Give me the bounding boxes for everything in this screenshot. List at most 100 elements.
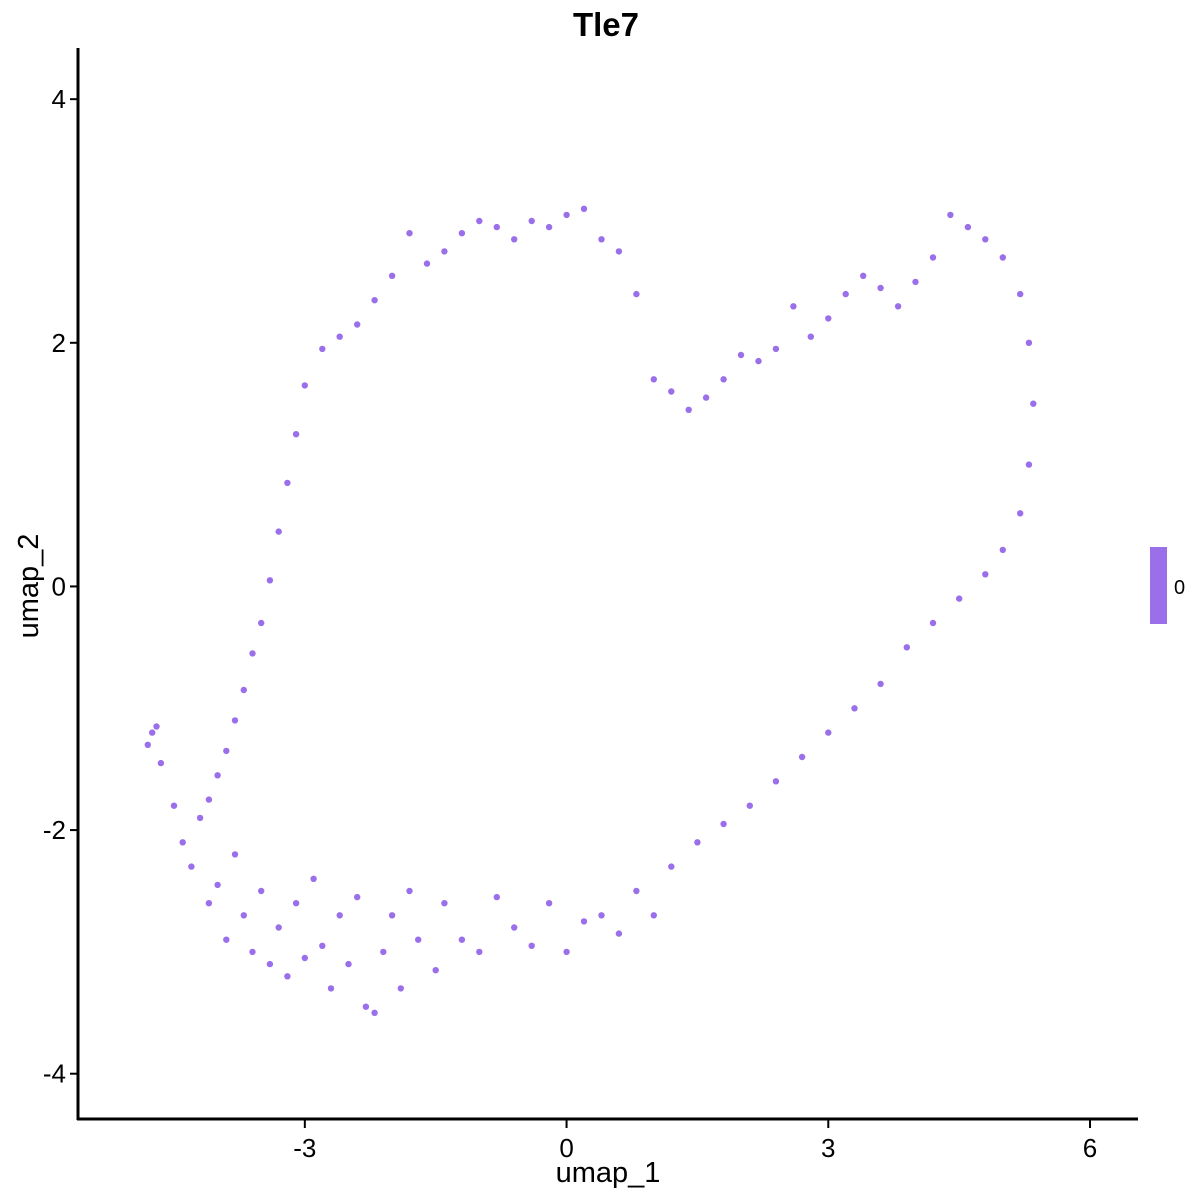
cell-point: [476, 217, 483, 225]
cell-point: [406, 230, 413, 237]
cell-point: [157, 759, 165, 767]
cell-point: [598, 912, 605, 919]
cell-point: [720, 376, 727, 383]
cell-point: [511, 924, 518, 931]
cell-point: [615, 930, 623, 937]
cell-point: [301, 382, 308, 389]
cell-point: [258, 887, 265, 895]
cell-point: [240, 686, 247, 694]
cell-point: [388, 272, 396, 279]
cell-point: [493, 223, 500, 231]
cell-point: [310, 875, 317, 882]
cell-point: [860, 272, 867, 279]
cell-point: [205, 900, 213, 907]
cell-point: [284, 973, 291, 980]
cell-point: [179, 839, 186, 846]
y-axis-label: umap_2: [13, 534, 45, 639]
cell-point: [633, 887, 640, 895]
x-tick-label: -3: [293, 1133, 316, 1163]
cell-point: [825, 315, 832, 322]
cell-point: [275, 924, 282, 931]
cell-point: [563, 211, 570, 219]
cell-point: [153, 723, 160, 730]
y-tick-label: -4: [43, 1059, 66, 1089]
cell-point: [301, 954, 308, 962]
cell-point: [650, 912, 657, 919]
cell-point: [196, 814, 204, 822]
cell-point: [249, 948, 256, 956]
cell-point: [580, 205, 588, 212]
cell-point: [528, 217, 535, 225]
cell-point: [545, 223, 553, 231]
cell-point: [319, 942, 326, 949]
cell-point: [668, 388, 675, 395]
cell-point: [292, 431, 300, 438]
cell-point: [397, 985, 404, 992]
cell-point: [877, 680, 884, 688]
cell-point: [223, 747, 230, 755]
cell-point: [694, 839, 701, 846]
cell-point: [851, 705, 858, 712]
cell-point: [231, 717, 239, 724]
cell-point: [1017, 510, 1024, 517]
cell-point: [354, 893, 361, 901]
cell-point: [319, 345, 326, 353]
cell-point: [798, 753, 806, 761]
x-tick-label: 6: [1083, 1133, 1097, 1163]
y-tick-label: -2: [43, 815, 66, 845]
cell-point: [214, 772, 221, 779]
cell-point: [615, 248, 623, 255]
cell-point: [258, 619, 265, 627]
cell-point: [170, 802, 178, 809]
legend-color-swatch: [1150, 547, 1167, 624]
cell-point: [772, 778, 780, 785]
cell-point: [1025, 461, 1033, 468]
cell-point: [336, 333, 343, 340]
cell-point: [476, 948, 483, 956]
cell-point: [999, 546, 1006, 554]
y-axis-ticks: -4 -2 0 2 4: [43, 84, 78, 1089]
cell-point: [877, 284, 884, 292]
cell-point: [650, 376, 657, 383]
cell-point: [458, 230, 466, 237]
cell-point: [982, 571, 989, 578]
cell-point: [371, 1009, 378, 1016]
cell-point: [240, 912, 247, 919]
cell-point: [345, 960, 352, 968]
cell-point: [720, 820, 727, 828]
cell-point: [493, 893, 500, 901]
chart-title: Tle7: [573, 6, 639, 43]
legend-label: 0: [1174, 577, 1185, 599]
cell-point: [545, 900, 553, 907]
cell-point: [702, 394, 710, 401]
y-tick-label: 2: [52, 328, 66, 358]
cell-point: [790, 303, 797, 310]
cell-point: [284, 479, 291, 487]
cell-point: [511, 236, 518, 243]
cell-point: [755, 357, 762, 365]
cell-point: [912, 278, 919, 286]
cell-point: [388, 912, 396, 919]
cell-point: [929, 254, 937, 261]
cell-point: [415, 936, 422, 943]
cell-point: [380, 948, 387, 956]
x-axis-ticks: -3 0 3 6: [293, 1120, 1097, 1163]
cell-point: [903, 644, 910, 651]
cell-point: [894, 303, 902, 310]
cell-point: [929, 619, 937, 627]
cell-point: [292, 900, 300, 907]
point-layer: [144, 205, 1037, 1016]
cell-point: [668, 863, 675, 870]
cell-point: [266, 577, 274, 584]
cell-point: [214, 881, 221, 889]
cell-point: [598, 236, 605, 243]
cell-point: [947, 211, 954, 219]
cell-point: [842, 290, 849, 298]
cell-point: [746, 802, 753, 809]
cell-point: [362, 1003, 370, 1010]
cell-point: [231, 851, 239, 858]
cell-point: [458, 936, 466, 943]
cell-point: [956, 595, 963, 602]
cell-point: [633, 290, 640, 298]
cell-point: [1030, 400, 1037, 407]
